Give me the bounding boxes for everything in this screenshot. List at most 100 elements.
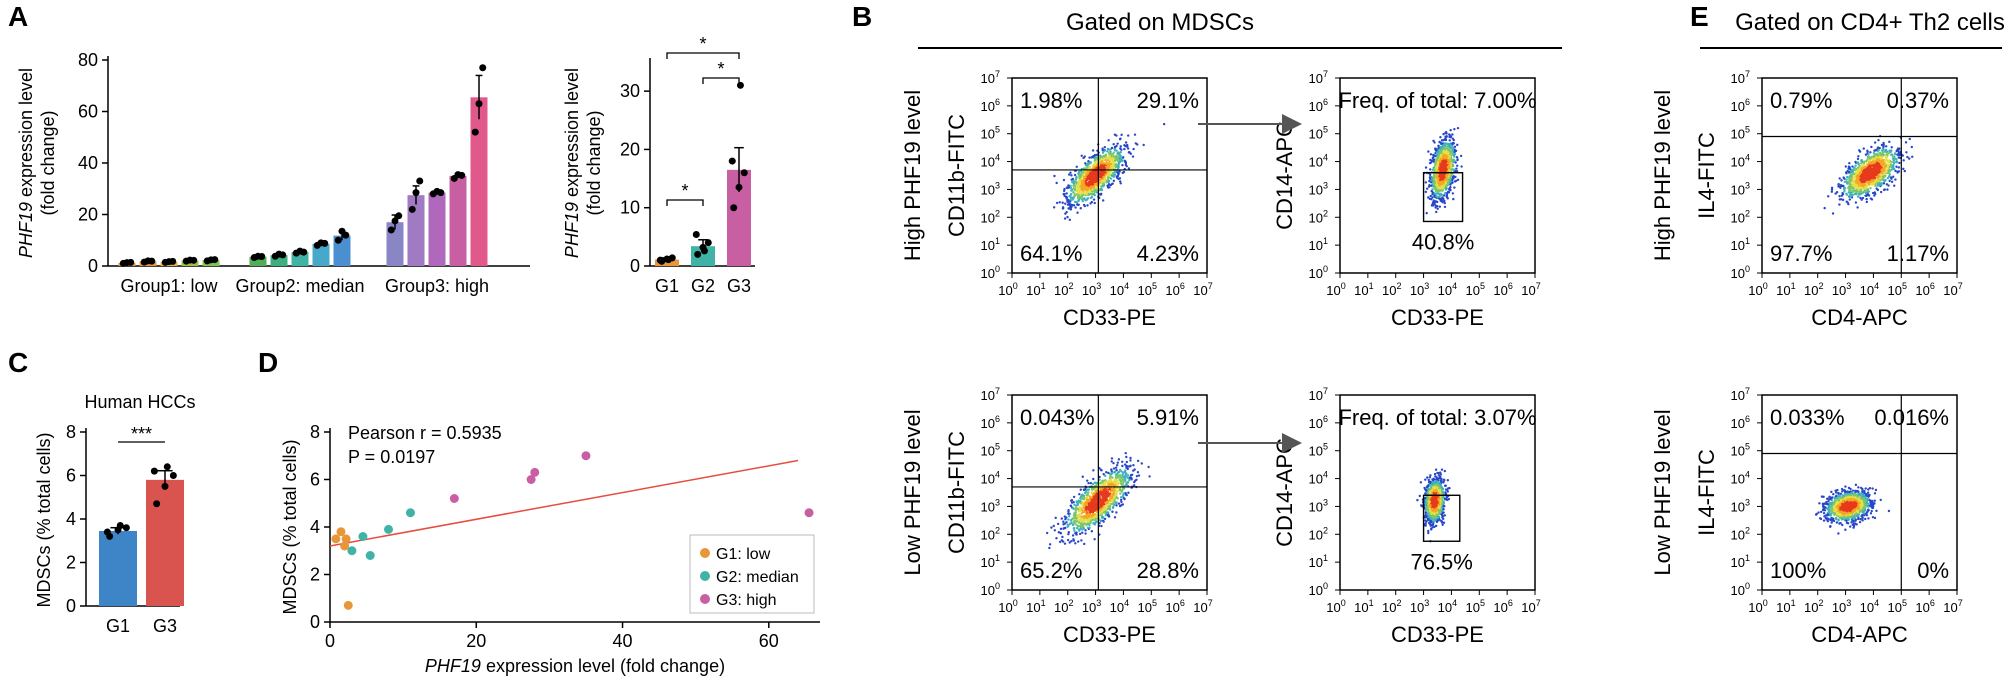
event-dot bbox=[1105, 156, 1108, 159]
event-dot bbox=[1111, 510, 1114, 513]
event-dot bbox=[1071, 204, 1074, 207]
event-dot bbox=[1449, 185, 1452, 189]
event-dot bbox=[1126, 474, 1130, 477]
data-point bbox=[458, 171, 466, 179]
event-dot bbox=[1091, 190, 1094, 193]
event-dot bbox=[1066, 215, 1069, 219]
data-point bbox=[735, 183, 743, 191]
event-dot bbox=[1450, 150, 1453, 154]
header-gated-th2: Gated on CD4+ Th2 cells bbox=[1735, 9, 2005, 36]
event-dot bbox=[1105, 511, 1109, 515]
event-dot bbox=[1142, 143, 1145, 147]
event-dot bbox=[1434, 160, 1437, 164]
scatter-point bbox=[365, 551, 375, 560]
x-tick-exponent: 7 bbox=[1536, 281, 1541, 291]
event-dot bbox=[1095, 153, 1099, 157]
event-dot bbox=[1093, 173, 1096, 176]
x-tick-label: 60 bbox=[759, 631, 779, 651]
stat-annotation: Pearson r = 0.5935 bbox=[348, 423, 502, 443]
x-axis-label: CD33-PE bbox=[1063, 622, 1156, 647]
event-dot bbox=[1095, 176, 1098, 180]
event-dot bbox=[1070, 189, 1073, 192]
x-tick-label: 40 bbox=[613, 631, 633, 651]
y-tick-label: 106 bbox=[1309, 97, 1328, 114]
data-point bbox=[387, 226, 395, 234]
event-dot bbox=[1106, 148, 1110, 151]
y-tick-label: 103 bbox=[981, 180, 1000, 197]
event-dot bbox=[1062, 523, 1065, 526]
event-dot bbox=[1078, 532, 1082, 536]
event-dot bbox=[1431, 505, 1434, 508]
event-dot bbox=[1084, 529, 1087, 532]
event-dot bbox=[1120, 475, 1123, 479]
event-dot bbox=[1081, 501, 1084, 505]
event-dot bbox=[1445, 496, 1449, 499]
event-dot bbox=[1083, 155, 1086, 158]
event-dot bbox=[1103, 166, 1106, 170]
x-tick-label: 101 bbox=[1026, 598, 1045, 615]
event-dot bbox=[1102, 180, 1106, 183]
event-dot bbox=[1426, 485, 1429, 488]
event-dot bbox=[1088, 526, 1091, 529]
scatter-point bbox=[343, 600, 353, 610]
event-dot bbox=[1121, 482, 1125, 485]
y-tick-label: 107 bbox=[1309, 69, 1328, 86]
y-tick-label: 107 bbox=[981, 69, 1000, 86]
event-dot bbox=[1085, 496, 1089, 499]
event-dot bbox=[1113, 495, 1116, 498]
x-tick-label: 100 bbox=[1326, 598, 1345, 615]
event-dot bbox=[1429, 509, 1432, 512]
event-dot bbox=[1107, 471, 1110, 475]
gate-label: 40.8% bbox=[1412, 229, 1474, 254]
event-dot bbox=[1430, 498, 1434, 501]
event-dot bbox=[1080, 182, 1084, 185]
event-dot bbox=[1162, 122, 1166, 126]
event-dot bbox=[1443, 201, 1446, 205]
y-tick-exponent: 2 bbox=[1323, 525, 1328, 535]
x-tick-label: 107 bbox=[1521, 281, 1540, 298]
y-tick-exponent: 4 bbox=[1323, 470, 1328, 480]
event-dot bbox=[1103, 517, 1107, 521]
event-dot bbox=[1438, 178, 1442, 182]
event-dot bbox=[1117, 481, 1121, 485]
y-tick-exponent: 2 bbox=[1323, 208, 1328, 218]
y-axis-label-line2: (fold change) bbox=[38, 110, 58, 215]
event-dot bbox=[1451, 133, 1454, 136]
quadrant-lr: 28.8% bbox=[1137, 558, 1199, 583]
event-dot bbox=[1108, 157, 1111, 160]
event-dot bbox=[1099, 154, 1102, 157]
y-tick-exponent: 7 bbox=[1323, 69, 1328, 79]
event-dot bbox=[1050, 526, 1053, 529]
event-dot bbox=[1110, 468, 1113, 471]
event-dot bbox=[1081, 493, 1084, 497]
data-point bbox=[730, 204, 738, 212]
event-dot bbox=[1436, 164, 1439, 167]
event-dot bbox=[1437, 181, 1441, 184]
event-dot bbox=[1091, 164, 1095, 168]
event-dot bbox=[1079, 207, 1082, 210]
quadrant-ul: 0.043% bbox=[1020, 405, 1095, 430]
event-dot bbox=[1120, 133, 1123, 137]
event-dot bbox=[1110, 460, 1113, 463]
event-dot bbox=[1110, 472, 1113, 476]
event-dot bbox=[1445, 169, 1448, 172]
event-dot bbox=[1440, 185, 1443, 188]
event-dot bbox=[1135, 474, 1139, 478]
x-tick-exponent: 1 bbox=[1041, 598, 1046, 608]
event-dot bbox=[1121, 171, 1124, 175]
event-dot bbox=[1083, 197, 1086, 201]
event-dot bbox=[1071, 534, 1075, 537]
event-dot bbox=[1112, 467, 1116, 470]
row-title: Low PHF19 level bbox=[900, 409, 925, 575]
event-dot bbox=[1124, 451, 1127, 455]
event-dot bbox=[1429, 474, 1432, 477]
event-dot bbox=[1058, 201, 1061, 204]
event-dot bbox=[1428, 168, 1432, 171]
event-dot bbox=[1440, 146, 1444, 149]
event-dot bbox=[1440, 468, 1444, 471]
data-point bbox=[471, 128, 479, 136]
event-dot bbox=[1115, 501, 1118, 504]
event-dot bbox=[1081, 199, 1084, 203]
freq-label: Freq. of total: 3.07% bbox=[1338, 405, 1536, 430]
event-dot bbox=[1127, 491, 1130, 494]
